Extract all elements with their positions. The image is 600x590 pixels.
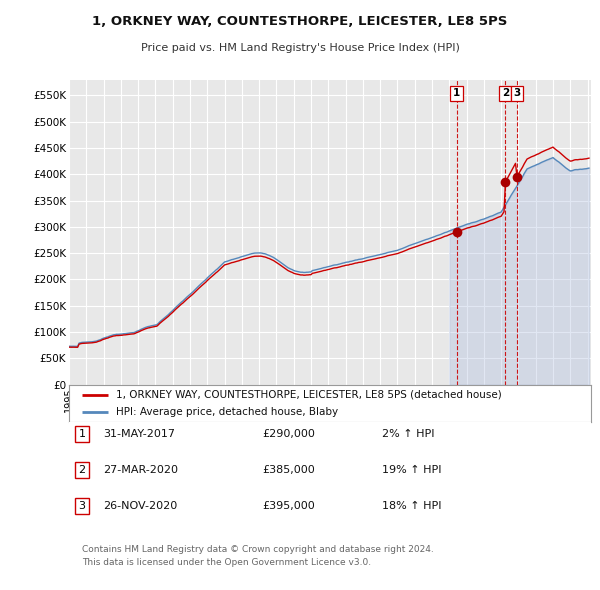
Text: 3: 3 (513, 88, 520, 99)
Text: Contains HM Land Registry data © Crown copyright and database right 2024.
This d: Contains HM Land Registry data © Crown c… (82, 545, 434, 567)
Text: 1: 1 (79, 429, 86, 439)
Text: 2: 2 (502, 88, 509, 99)
Text: 3: 3 (79, 502, 86, 512)
Text: £395,000: £395,000 (262, 502, 315, 512)
Text: 31-MAY-2017: 31-MAY-2017 (103, 429, 175, 439)
Text: 2: 2 (79, 465, 86, 475)
Text: £290,000: £290,000 (262, 429, 315, 439)
Text: Price paid vs. HM Land Registry's House Price Index (HPI): Price paid vs. HM Land Registry's House … (140, 43, 460, 53)
Text: 1: 1 (453, 88, 460, 99)
Text: 19% ↑ HPI: 19% ↑ HPI (382, 465, 442, 475)
Text: 18% ↑ HPI: 18% ↑ HPI (382, 502, 442, 512)
Text: 27-MAR-2020: 27-MAR-2020 (103, 465, 178, 475)
Text: HPI: Average price, detached house, Blaby: HPI: Average price, detached house, Blab… (116, 407, 338, 417)
Text: 2% ↑ HPI: 2% ↑ HPI (382, 429, 434, 439)
Text: 26-NOV-2020: 26-NOV-2020 (103, 502, 177, 512)
Text: 1, ORKNEY WAY, COUNTESTHORPE, LEICESTER, LE8 5PS: 1, ORKNEY WAY, COUNTESTHORPE, LEICESTER,… (92, 15, 508, 28)
Text: £385,000: £385,000 (262, 465, 315, 475)
Text: 1, ORKNEY WAY, COUNTESTHORPE, LEICESTER, LE8 5PS (detached house): 1, ORKNEY WAY, COUNTESTHORPE, LEICESTER,… (116, 390, 502, 400)
